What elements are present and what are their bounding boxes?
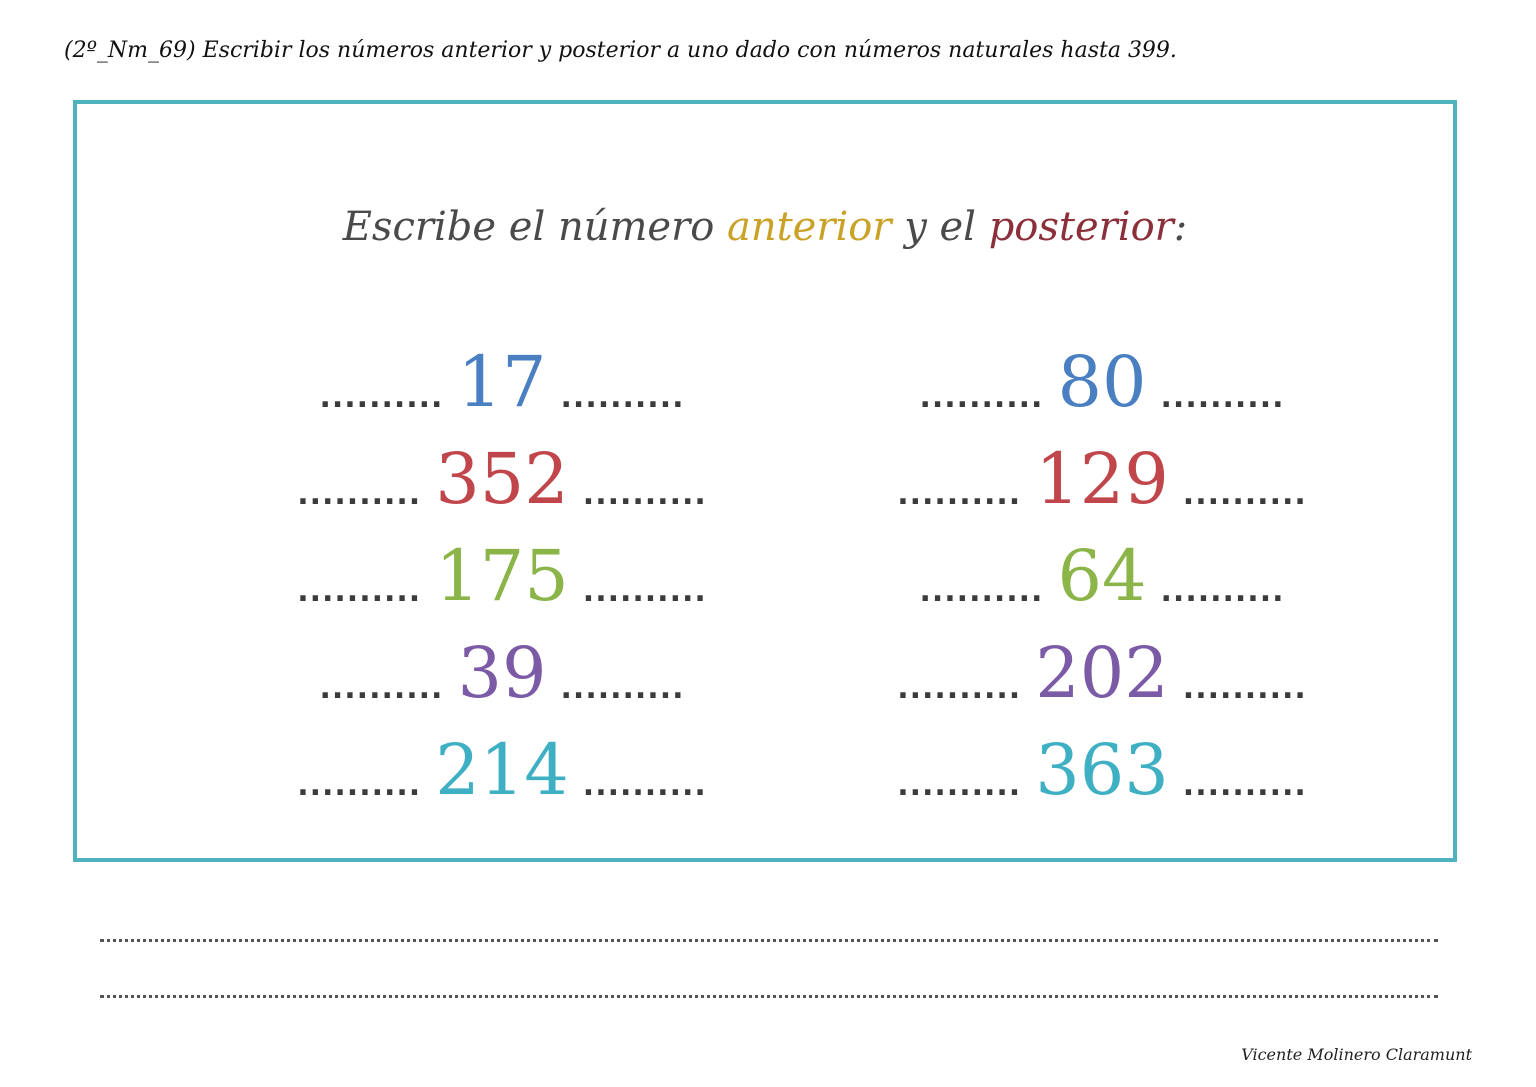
left-number-column: .......... 17 .......... .......... 352 … <box>222 324 782 809</box>
given-number: 202 <box>1035 632 1169 714</box>
given-number: 129 <box>1035 438 1169 520</box>
previous-number-blank[interactable]: .......... <box>297 768 422 803</box>
previous-number-blank[interactable]: .......... <box>919 574 1044 609</box>
instruction-posterior: posterior <box>988 204 1174 250</box>
next-number-blank[interactable]: .......... <box>582 574 707 609</box>
given-number: 39 <box>457 632 547 714</box>
next-number-blank[interactable]: .......... <box>1160 574 1285 609</box>
previous-number-blank[interactable]: .......... <box>897 671 1022 706</box>
given-number: 17 <box>457 341 547 423</box>
answer-line[interactable] <box>100 995 1438 998</box>
given-number: 64 <box>1057 535 1147 617</box>
number-row: .......... 80 .......... <box>822 324 1382 421</box>
author-signature: Vicente Molinero Claramunt <box>1241 1045 1472 1064</box>
answer-line[interactable] <box>100 939 1438 942</box>
number-row: .......... 214 .......... <box>222 712 782 809</box>
previous-number-blank[interactable]: .......... <box>319 671 444 706</box>
given-number: 352 <box>435 438 569 520</box>
next-number-blank[interactable]: .......... <box>1182 768 1307 803</box>
number-row: .......... 39 .......... <box>222 615 782 712</box>
given-number: 363 <box>1035 729 1169 811</box>
instruction-part3: : <box>1173 204 1188 250</box>
previous-number-blank[interactable]: .......... <box>897 477 1022 512</box>
next-number-blank[interactable]: .......... <box>560 380 685 415</box>
previous-number-blank[interactable]: .......... <box>297 574 422 609</box>
given-number: 80 <box>1057 341 1147 423</box>
number-row: .......... 64 .......... <box>822 518 1382 615</box>
given-number: 214 <box>435 729 569 811</box>
previous-number-blank[interactable]: .......... <box>297 477 422 512</box>
right-number-column: .......... 80 .......... .......... 129 … <box>822 324 1382 809</box>
instruction-title: Escribe el número anterior y el posterio… <box>77 204 1453 250</box>
next-number-blank[interactable]: .......... <box>1182 671 1307 706</box>
number-row: .......... 129 .......... <box>822 421 1382 518</box>
number-row: .......... 17 .......... <box>222 324 782 421</box>
next-number-blank[interactable]: .......... <box>1160 380 1285 415</box>
exercise-header: (2º_Nm_69) Escribir los números anterior… <box>64 38 1177 63</box>
next-number-blank[interactable]: .......... <box>582 768 707 803</box>
previous-number-blank[interactable]: .......... <box>319 380 444 415</box>
number-row: .......... 202 .......... <box>822 615 1382 712</box>
next-number-blank[interactable]: .......... <box>582 477 707 512</box>
exercise-card: Escribe el número anterior y el posterio… <box>73 100 1457 862</box>
next-number-blank[interactable]: .......... <box>1182 477 1307 512</box>
previous-number-blank[interactable]: .......... <box>897 768 1022 803</box>
instruction-part2: y el <box>891 204 989 250</box>
number-row: .......... 363 .......... <box>822 712 1382 809</box>
instruction-part1: Escribe el número <box>342 204 727 250</box>
instruction-anterior: anterior <box>727 204 892 250</box>
number-row: .......... 352 .......... <box>222 421 782 518</box>
previous-number-blank[interactable]: .......... <box>919 380 1044 415</box>
next-number-blank[interactable]: .......... <box>560 671 685 706</box>
number-row: .......... 175 .......... <box>222 518 782 615</box>
given-number: 175 <box>435 535 569 617</box>
